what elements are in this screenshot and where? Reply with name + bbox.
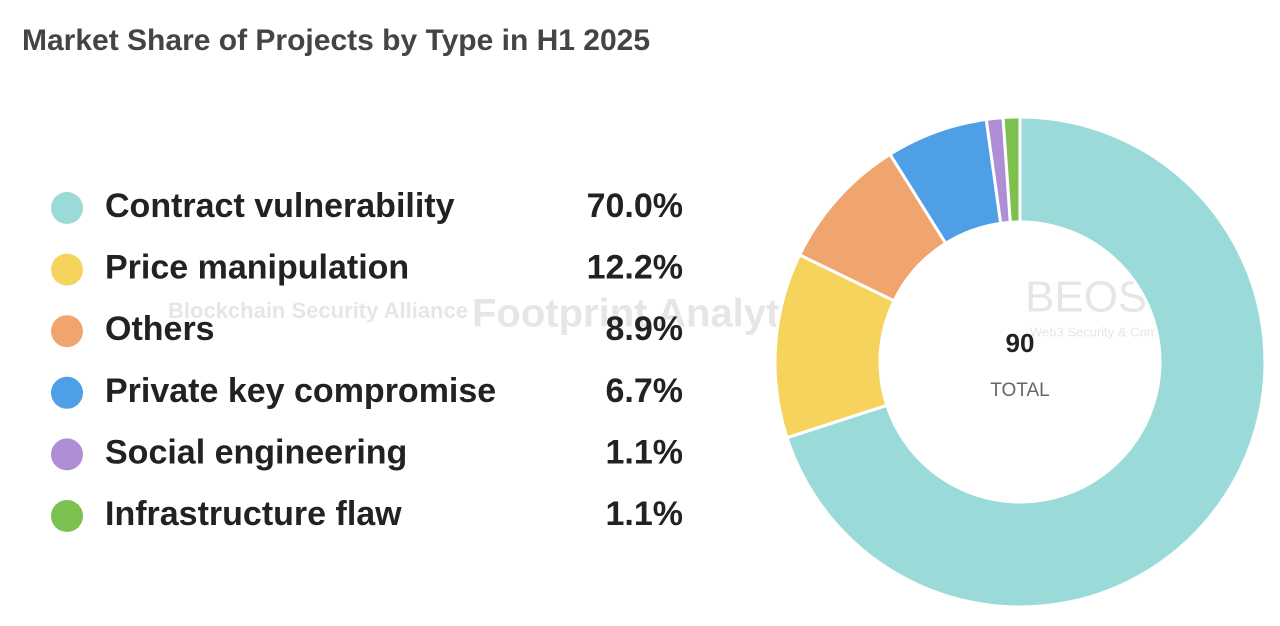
legend-label: Infrastructure flaw — [105, 495, 402, 533]
center-total: 90 — [1006, 328, 1035, 358]
legend-marker — [51, 438, 83, 471]
donut-slice — [1001, 115, 1022, 224]
legend-marker — [51, 500, 83, 532]
legend-label: Private key compromise — [105, 372, 496, 410]
value-label: 1.1% — [606, 495, 684, 533]
value-label: 1.1% — [606, 433, 684, 471]
chart-title: Market Share of Projects by Type in H1 2… — [22, 24, 650, 57]
legend-marker — [51, 315, 83, 348]
legend-label: Contract vulnerability — [105, 187, 455, 225]
value-label: 12.2% — [587, 249, 683, 287]
donut — [773, 115, 1267, 609]
legend-marker — [51, 192, 83, 224]
legend-marker — [51, 376, 83, 409]
donut-slice — [785, 115, 1267, 609]
value-label: 8.9% — [606, 310, 684, 348]
legend-label: Others — [105, 310, 215, 348]
value-label: 70.0% — [587, 187, 683, 225]
legend-label: Social engineering — [105, 433, 407, 471]
value-label: 6.7% — [606, 372, 684, 410]
watermark: Blockchain Security Alliance — [168, 298, 468, 323]
legend-marker — [51, 253, 83, 286]
center-label: TOTAL — [990, 380, 1049, 401]
watermark: Footprint Analytics — [472, 292, 835, 336]
legend-label: Price manipulation — [105, 249, 409, 287]
